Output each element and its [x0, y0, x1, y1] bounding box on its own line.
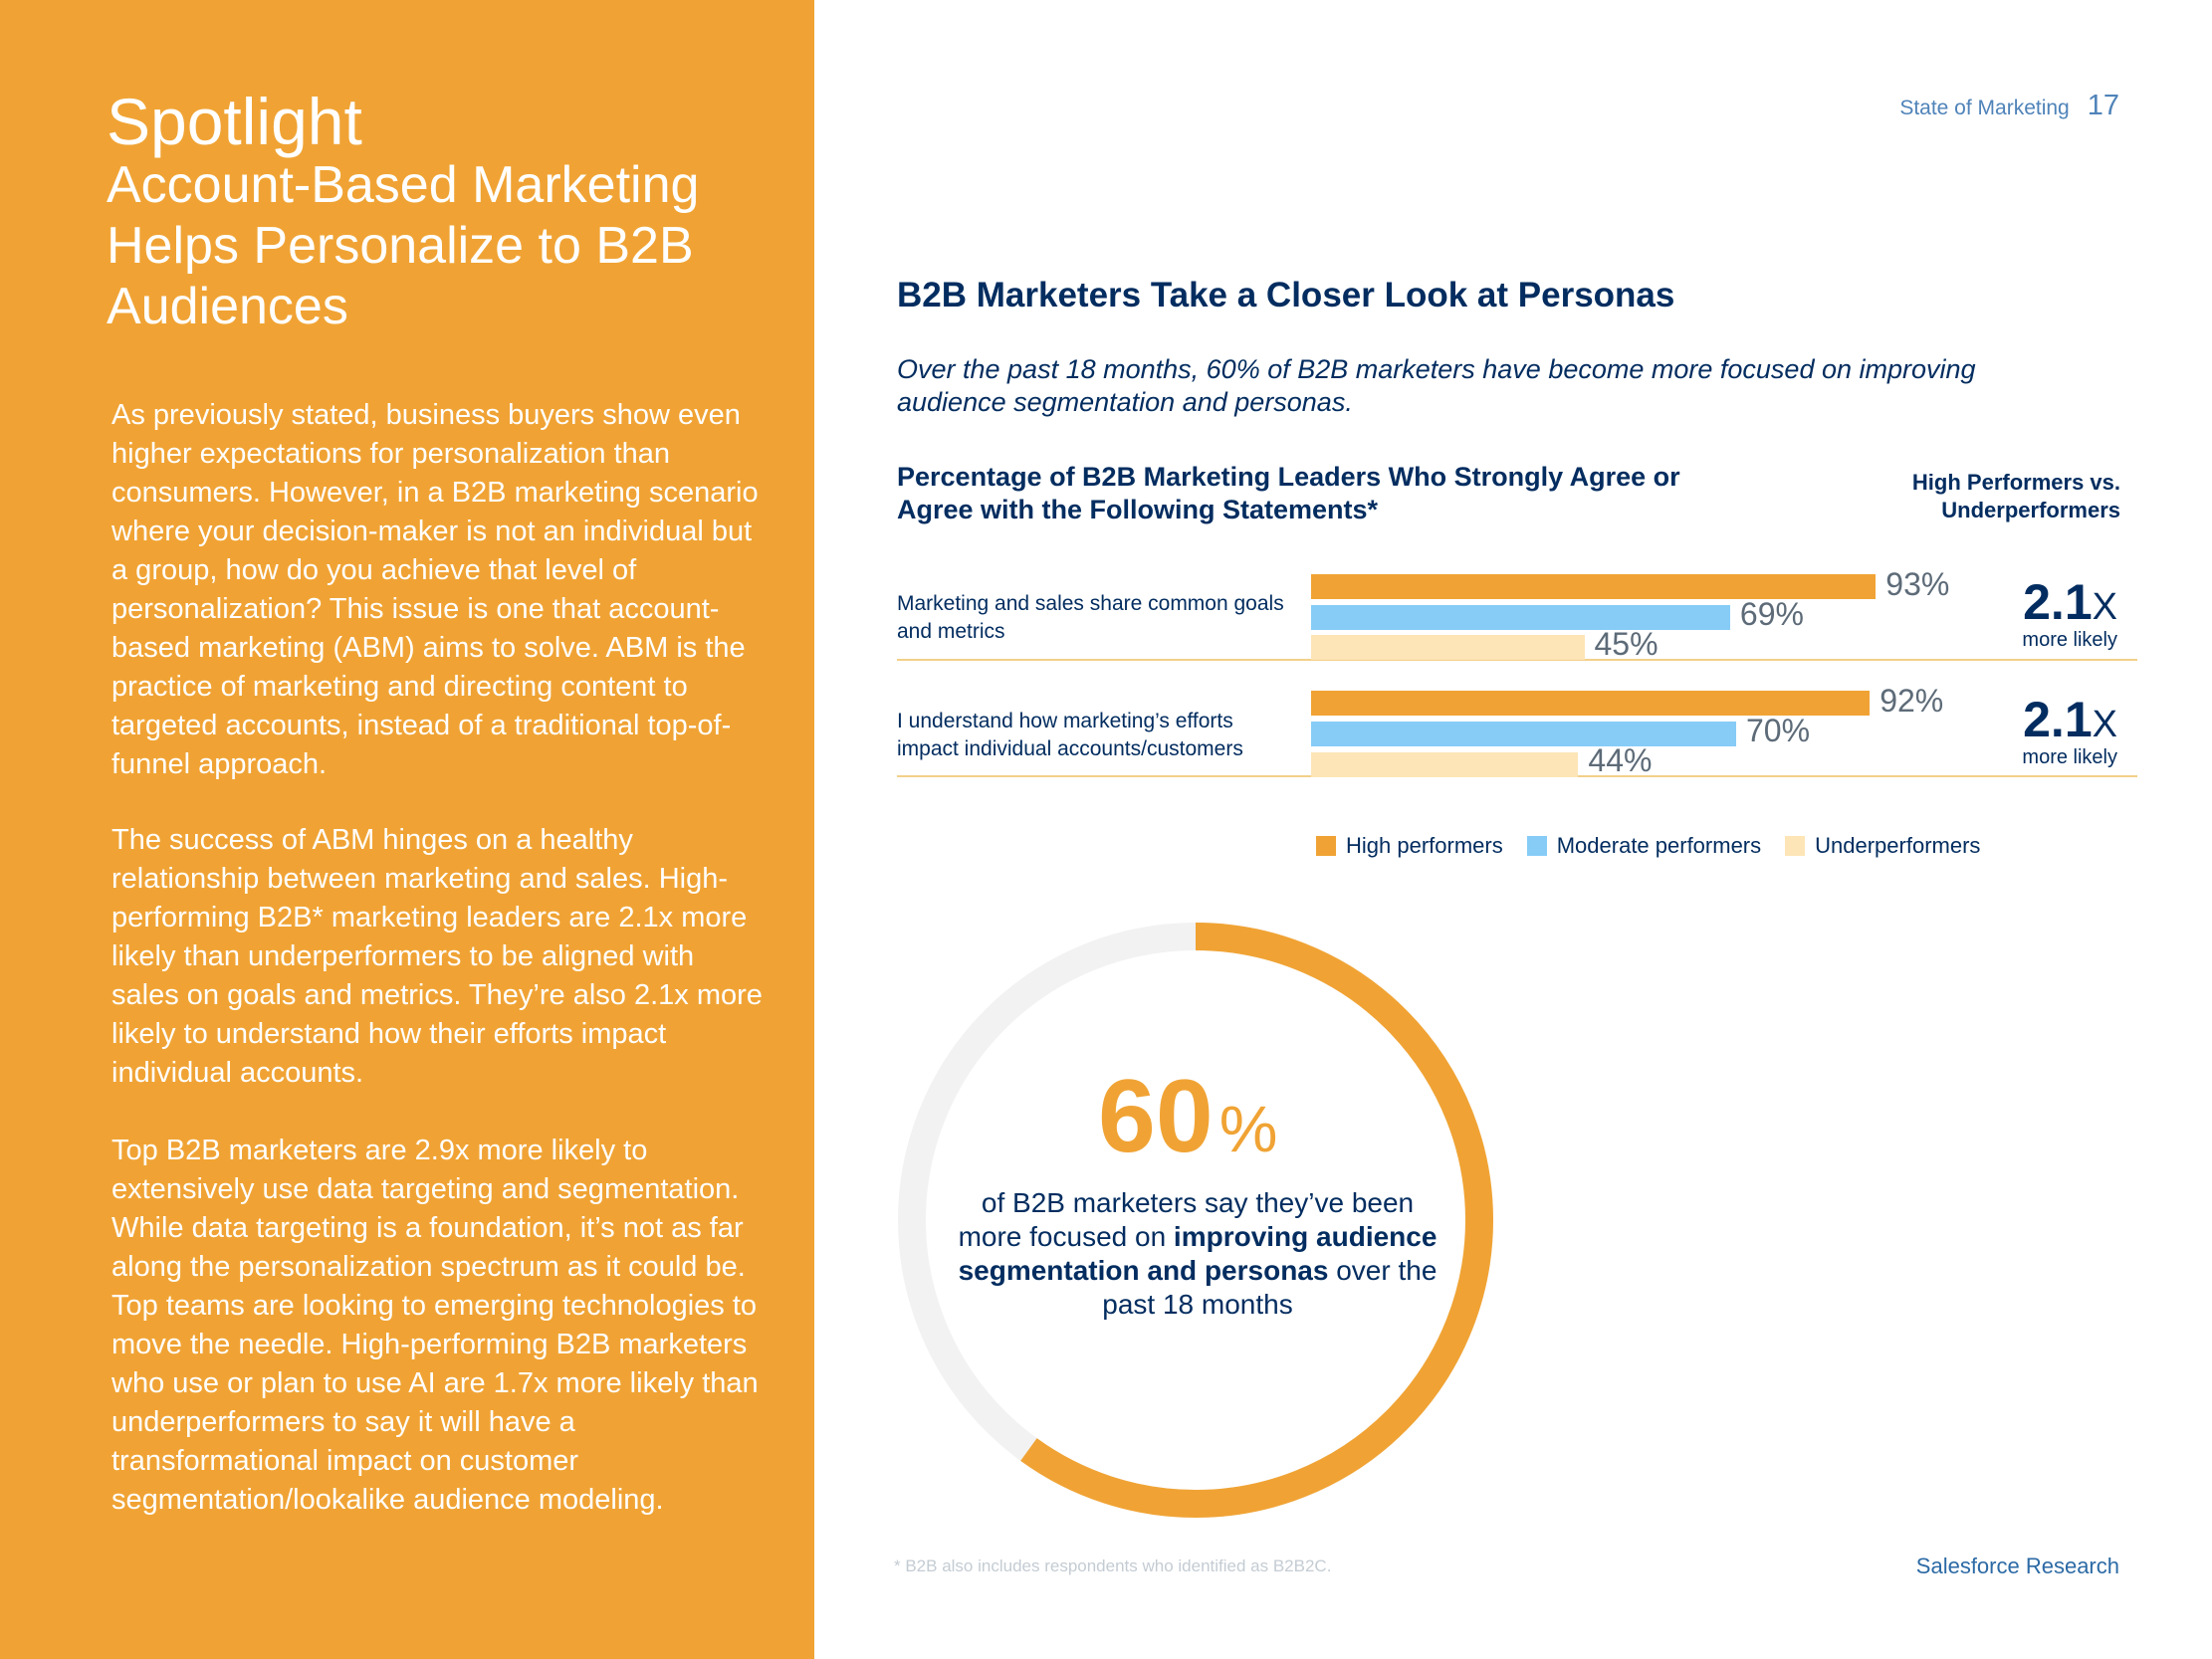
- category-label: I understand how marketing’s efforts imp…: [897, 710, 1243, 760]
- bar-underperformers: [1311, 635, 1585, 660]
- section-heading: B2B Marketers Take a Closer Look at Pers…: [897, 276, 1675, 314]
- row-divider: [897, 659, 2137, 661]
- bar-high-performers: [1311, 691, 1871, 716]
- multiplier-value: 2.1: [2023, 574, 2093, 630]
- bar-value-label: 93%: [1885, 566, 1950, 602]
- body-paragraph: The success of ABM hinges on a healthy r…: [111, 824, 763, 1089]
- multiplier-stat: 2.1X more likely: [2022, 695, 2117, 768]
- footnote: * B2B also includes respondents who iden…: [894, 1556, 1332, 1575]
- footer-brand: Salesforce Research: [1915, 1554, 2119, 1578]
- donut-caption: of B2B marketers say they’ve been more f…: [956, 1186, 1439, 1322]
- bar-underperformers: [1311, 752, 1579, 777]
- legend-label: Moderate performers: [1556, 833, 1762, 858]
- donut-svg: [898, 923, 1493, 1518]
- intro-text: Over the past 18 months, 60% of B2B mark…: [897, 354, 1976, 417]
- multiplier-suffix: X: [2092, 704, 2117, 745]
- spotlight-panel: Spotlight Account-Based Marketing Helps …: [0, 0, 814, 1659]
- legend-item-moderate: Moderate performers: [1526, 833, 1762, 859]
- caption-text: of B2B marketers say they’ve been more f…: [958, 1187, 1415, 1252]
- legend-swatch: [1526, 836, 1547, 856]
- body-paragraph: Top B2B marketers are 2.9x more likely t…: [111, 1135, 759, 1516]
- caption-emphasis: improving audience segmentation and pers…: [958, 1221, 1438, 1286]
- bar-high-performers: [1311, 574, 1877, 599]
- donut-value-arc: [898, 923, 1493, 1518]
- multiplier-suffix: X: [2092, 586, 2117, 628]
- donut-chart: [894, 919, 1497, 1522]
- page-number: 17: [2087, 90, 2119, 121]
- bar-value-label: 44%: [1588, 742, 1653, 778]
- donut-value: 60: [1098, 1059, 1214, 1174]
- chart-title: Percentage of B2B Marketing Leaders Who …: [897, 462, 1680, 524]
- legend-item-high: High performers: [1316, 833, 1503, 859]
- legend-item-under: Underperformers: [1785, 833, 1980, 859]
- report-name: State of Marketing: [1899, 97, 2070, 119]
- multiplier-stat: 2.1X more likely: [2022, 577, 2117, 651]
- donut-unit: %: [1218, 1092, 1278, 1165]
- multiplier-value: 2.1: [2023, 692, 2093, 747]
- comparison-header: High Performers vs. Underperformers: [1911, 470, 2120, 522]
- body-paragraph: As previously stated, business buyers sh…: [111, 399, 759, 780]
- spotlight-subtitle: Account-Based Marketing Helps Personaliz…: [107, 156, 700, 335]
- bar-value-label: 45%: [1594, 626, 1659, 662]
- donut-percentage: 60 %: [1098, 1065, 1277, 1168]
- bar-value-label: 69%: [1739, 596, 1804, 632]
- bar-moderate-performers: [1311, 605, 1730, 630]
- spotlight-title: Spotlight: [107, 85, 362, 158]
- caption-text: over the past 18 months: [1102, 1255, 1438, 1320]
- bar-value-label: 70%: [1746, 713, 1811, 748]
- bar-moderate-performers: [1311, 722, 1736, 746]
- multiplier-caption: more likely: [2022, 629, 2117, 651]
- category-label: Marketing and sales share common goals a…: [897, 592, 1284, 643]
- legend-swatch: [1316, 836, 1336, 856]
- bar-value-label: 92%: [1880, 683, 1944, 719]
- multiplier-caption: more likely: [2022, 746, 2117, 768]
- legend-label: High performers: [1346, 833, 1503, 858]
- chart-legend: High performers Moderate performers Unde…: [1316, 833, 1980, 859]
- legend-label: Underperformers: [1815, 833, 1981, 858]
- page-header: State of Marketing 17: [1899, 90, 2119, 122]
- legend-swatch: [1785, 836, 1806, 856]
